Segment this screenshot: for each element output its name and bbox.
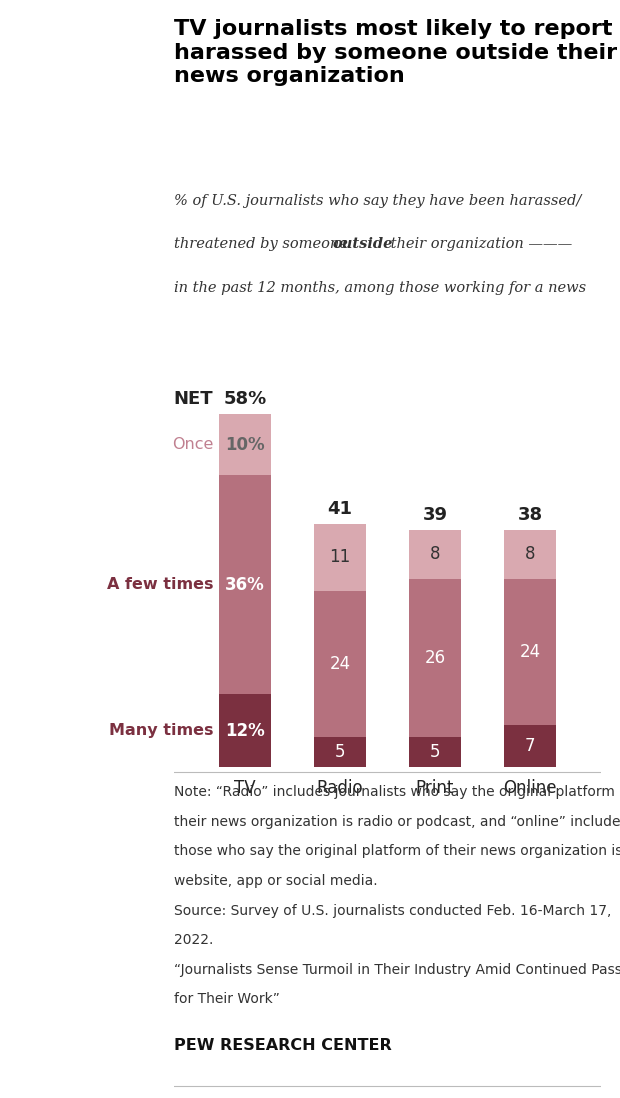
Text: 38: 38: [518, 506, 542, 524]
Text: website, app or social media.: website, app or social media.: [174, 874, 377, 888]
Text: Note: “Radio” includes journalists who say the original platform of: Note: “Radio” includes journalists who s…: [174, 785, 620, 799]
Text: 2022.: 2022.: [174, 933, 213, 948]
Text: those who say the original platform of their news organization is: those who say the original platform of t…: [174, 844, 620, 859]
Bar: [219, 414, 271, 475]
Bar: [504, 725, 556, 768]
Text: 8: 8: [525, 546, 535, 563]
Bar: [409, 737, 461, 768]
Text: 36%: 36%: [225, 575, 265, 594]
Text: 24: 24: [329, 654, 350, 673]
Text: 26: 26: [425, 649, 446, 666]
Text: Many times: Many times: [108, 724, 213, 738]
Text: 39: 39: [423, 506, 448, 524]
Bar: [409, 579, 461, 737]
Text: outside: outside: [332, 237, 393, 251]
Text: 7: 7: [525, 737, 535, 755]
Bar: [314, 737, 366, 768]
Text: PEW RESEARCH CENTER: PEW RESEARCH CENTER: [174, 1038, 391, 1053]
Bar: [314, 524, 366, 591]
Bar: [504, 530, 556, 579]
Text: NET: NET: [174, 390, 213, 408]
Text: 41: 41: [327, 500, 352, 518]
Text: organization whose original platform is …: organization whose original platform is …: [174, 324, 484, 338]
Text: for Their Work”: for Their Work”: [174, 993, 280, 1007]
Bar: [219, 694, 271, 768]
Text: 12%: 12%: [225, 721, 265, 740]
Text: threatened by someone: threatened by someone: [174, 237, 352, 251]
Text: 8: 8: [430, 546, 440, 563]
Text: A few times: A few times: [107, 578, 213, 592]
Text: TV journalists most likely to report being
harassed by someone outside their
new: TV journalists most likely to report bei…: [174, 20, 620, 86]
Text: 5: 5: [335, 743, 345, 761]
Text: 10%: 10%: [225, 436, 265, 453]
Text: their organization ———: their organization ———: [386, 237, 572, 251]
Text: their news organization is radio or podcast, and “online” includes: their news organization is radio or podc…: [174, 815, 620, 829]
Text: Source: Survey of U.S. journalists conducted Feb. 16-March 17,: Source: Survey of U.S. journalists condu…: [174, 904, 611, 918]
Text: 58%: 58%: [223, 390, 267, 408]
Text: 5: 5: [430, 743, 440, 761]
Text: 11: 11: [329, 548, 350, 567]
Text: in the past 12 months, among those working for a news: in the past 12 months, among those worki…: [174, 281, 586, 294]
Bar: [314, 591, 366, 737]
Bar: [409, 530, 461, 579]
Bar: [219, 475, 271, 694]
Text: % of U.S. journalists who say they have been harassed/: % of U.S. journalists who say they have …: [174, 193, 581, 208]
Bar: [504, 579, 556, 725]
Text: Once: Once: [172, 437, 213, 452]
Text: “Journalists Sense Turmoil in Their Industry Amid Continued Passion: “Journalists Sense Turmoil in Their Indu…: [174, 963, 620, 977]
Text: 24: 24: [520, 642, 541, 661]
